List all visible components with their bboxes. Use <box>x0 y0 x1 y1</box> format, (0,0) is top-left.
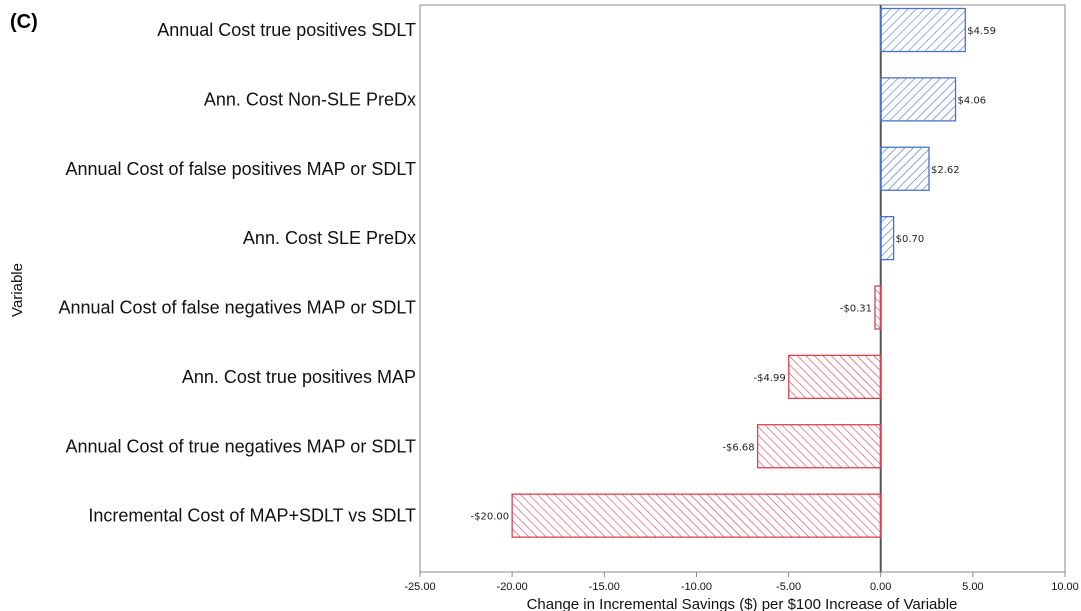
plot-frame <box>419 4 1066 573</box>
category-label: Annual Cost of false positives MAP or SD… <box>66 159 417 179</box>
bar <box>880 7 966 53</box>
data-label: $2.62 <box>931 165 960 176</box>
category-label: Ann. Cost Non-SLE PreDx <box>204 89 416 109</box>
bar <box>880 146 930 191</box>
x-tick-label: 5.00 <box>962 581 983 593</box>
x-axis-title: Change in Incremental Savings ($) per $1… <box>527 596 958 611</box>
category-label: Annual Cost of false negatives MAP or SD… <box>58 298 416 318</box>
data-label: $4.06 <box>958 95 987 106</box>
data-label: -$20.00 <box>471 512 510 523</box>
category-label: Annual Cost true positives SDLT <box>157 20 416 40</box>
category-label: Ann. Cost SLE PreDx <box>243 228 416 248</box>
x-tick-label: -20.00 <box>497 581 528 593</box>
data-label: -$6.68 <box>722 442 754 453</box>
category-label: Incremental Cost of MAP+SDLT vs SDLT <box>88 506 416 526</box>
data-label: $4.59 <box>967 26 996 37</box>
bar <box>874 285 882 330</box>
data-label: -$4.99 <box>754 373 786 384</box>
category-label: Ann. Cost true positives MAP <box>182 367 416 387</box>
bar <box>788 354 882 400</box>
x-tick-label: -15.00 <box>589 581 620 593</box>
panel-label: (C) <box>10 11 38 33</box>
bar <box>880 77 957 122</box>
y-axis-title: Variable <box>9 263 26 317</box>
bar <box>880 215 895 261</box>
x-tick-label: -10.00 <box>681 581 712 593</box>
x-tick-label: 10.00 <box>1051 581 1079 593</box>
data-label: -$0.31 <box>840 304 872 315</box>
bar <box>756 424 882 469</box>
x-tick-label: -5.00 <box>776 581 801 593</box>
x-tick-label: 0.00 <box>870 581 891 593</box>
x-tick-label: -25.00 <box>404 581 435 593</box>
data-label: $0.70 <box>896 234 925 245</box>
category-label: Annual Cost of true negatives MAP or SDL… <box>65 436 416 456</box>
bar <box>511 493 882 538</box>
